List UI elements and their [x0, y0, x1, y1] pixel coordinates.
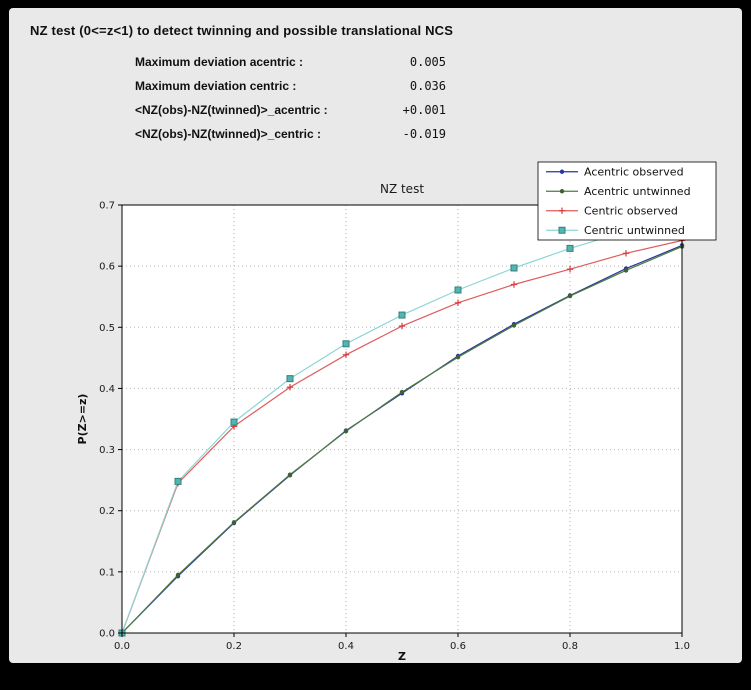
nz-test-chart: 0.0 0.2 0.4 0.6 0.8 1.0 0.0 0.1 0.2 0.3 0.4 0.5 0.6 0… [76, 161, 717, 663]
y-tick-label: 0.7 [99, 201, 115, 212]
stat-value: 0.005 [409, 55, 446, 69]
y-tick-label: 0.6 [99, 262, 115, 273]
x-axis-label: Z [398, 650, 406, 663]
chart-title: NZ test [380, 182, 424, 196]
page-title: NZ test (0<=z<1) to detect twinning and … [30, 23, 454, 38]
y-axis-label: P(Z>=z) [76, 394, 89, 445]
plot-background [122, 205, 682, 633]
legend-item-centric-observed: Centric observed [546, 204, 678, 217]
legend-item-centric-untwinned: Centric untwinned [546, 224, 685, 237]
stat-label: <NZ(obs)-NZ(twinned)>_acentric : [135, 103, 328, 117]
legend-label: Acentric untwinned [584, 185, 691, 198]
legend: Acentric observed Acentric untwinned Centr… [537, 161, 717, 241]
stat-value: 0.036 [409, 79, 446, 93]
legend-item-acentric-untwinned: Acentric untwinned [546, 185, 691, 198]
x-tick-label: 0.0 [114, 641, 130, 652]
axes-frame [121, 204, 683, 634]
stat-value: +0.001 [402, 103, 446, 117]
y-tick-label: 0.3 [99, 445, 115, 456]
stats-table: Maximum deviation acentric :0.005 Maximum… [135, 55, 446, 151]
legend-label: Acentric observed [584, 165, 684, 178]
stat-row: <NZ(obs)-NZ(twinned)>_centric : -0.019 [135, 127, 446, 151]
stat-row: Maximum deviation acentric : 0.005 [135, 55, 446, 79]
stat-row: Maximum deviation centric : 0.036 [135, 79, 446, 103]
stat-label: Maximum deviation acentric : [135, 55, 304, 69]
legend-label: Centric observed [584, 204, 678, 217]
x-tick-label: 0.4 [338, 641, 354, 652]
y-tick-label: 0.5 [99, 323, 115, 334]
chart-container: 0.0 0.2 0.4 0.6 0.8 1.0 0.0 0.1 0.2 0.3 0.4 0.5 0.6 0… [49, 153, 739, 663]
y-tick-label: 0.0 [99, 629, 115, 640]
x-tick-label: 0.8 [562, 641, 578, 652]
legend-label: Centric untwinned [584, 224, 685, 237]
axis-tick-labels: 0.0 0.2 0.4 0.6 0.8 1.0 0.0 0.1 0.2 0.3 0.4 0.5 0.6 0… [99, 201, 690, 653]
y-tick-label: 0.1 [99, 567, 115, 578]
legend-item-acentric-observed: Acentric observed [546, 165, 684, 178]
legend-box [537, 161, 717, 241]
stat-value: -0.019 [402, 127, 446, 141]
report-window: NZ test (0<=z<1) to detect twinning and … [9, 8, 742, 663]
x-tick-label: 0.6 [450, 641, 466, 652]
axis-ticks [118, 204, 683, 637]
stat-row: <NZ(obs)-NZ(twinned)>_acentric : +0.001 [135, 103, 446, 127]
y-tick-label: 0.4 [99, 384, 115, 395]
series-acentric-untwinned [119, 244, 685, 636]
stat-label: Maximum deviation centric : [135, 79, 297, 93]
x-tick-label: 1.0 [674, 641, 690, 652]
x-tick-label: 0.2 [226, 641, 242, 652]
y-tick-label: 0.2 [99, 506, 115, 517]
stat-label: <NZ(obs)-NZ(twinned)>_centric : [135, 127, 322, 141]
